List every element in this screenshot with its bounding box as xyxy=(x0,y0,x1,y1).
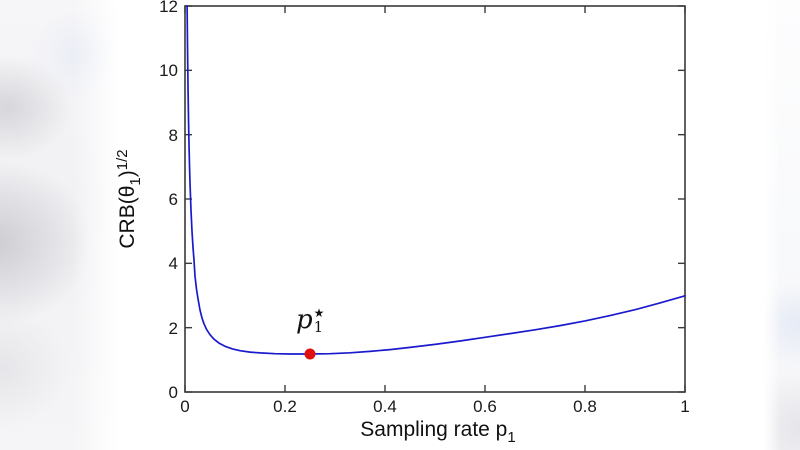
x-axis-label-text: Sampling rate p xyxy=(360,418,508,441)
x-tick-label: 0.4 xyxy=(373,397,397,416)
optimal-point-marker xyxy=(304,348,316,360)
y-axis-label-exponent: 1/2 xyxy=(114,149,131,171)
x-tick-label: 1 xyxy=(680,397,690,416)
optimal-point-label: p ★ 1 xyxy=(296,307,324,335)
optimal-point-scripts: ★ 1 xyxy=(314,307,325,335)
y-axis-label-prefix: CRB(θ xyxy=(116,185,139,249)
x-axis-label: Sampling rate p1 xyxy=(360,418,515,446)
y-axis-label-subscript: 1 xyxy=(127,177,144,186)
y-tick-label: 12 xyxy=(159,0,178,16)
y-tick-label: 8 xyxy=(168,125,178,145)
axes-box xyxy=(184,5,686,393)
y-tick-label: 4 xyxy=(168,254,178,274)
star-icon: ★ xyxy=(313,306,325,320)
x-tick-label: 0 xyxy=(180,397,190,416)
background-blur-left xyxy=(0,0,118,450)
y-tick-label: 0 xyxy=(168,383,178,402)
y-tick-label: 6 xyxy=(168,190,178,209)
background-blur-right xyxy=(764,0,800,450)
x-tick-label: 0.6 xyxy=(473,397,497,416)
optimal-point-subscript: 1 xyxy=(313,318,324,336)
crb-curve xyxy=(186,5,686,355)
y-tick-label: 10 xyxy=(159,61,178,81)
x-axis-label-subscript: 1 xyxy=(507,429,516,446)
y-tick-label: 2 xyxy=(168,318,178,338)
optimal-point-symbol: p xyxy=(296,305,313,335)
y-axis-label-close: ) xyxy=(116,170,139,178)
y-axis-label: CRB(θ1)1/2 xyxy=(114,149,144,248)
x-tick-label: 0.2 xyxy=(273,397,297,416)
x-tick-label: 0.8 xyxy=(573,397,597,416)
